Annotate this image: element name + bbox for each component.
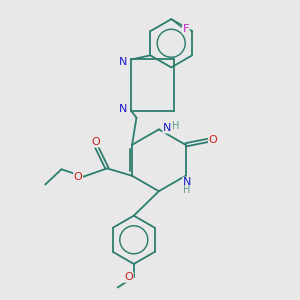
Text: N: N — [119, 57, 128, 67]
Text: H: H — [183, 185, 191, 196]
Text: N: N — [119, 104, 128, 114]
Text: O: O — [91, 137, 100, 147]
Text: O: O — [208, 135, 217, 146]
Text: O: O — [74, 172, 82, 182]
Text: N: N — [163, 123, 171, 133]
Text: F: F — [183, 24, 189, 34]
Text: N: N — [183, 177, 191, 187]
Text: H: H — [172, 121, 180, 131]
Text: O: O — [124, 272, 133, 282]
